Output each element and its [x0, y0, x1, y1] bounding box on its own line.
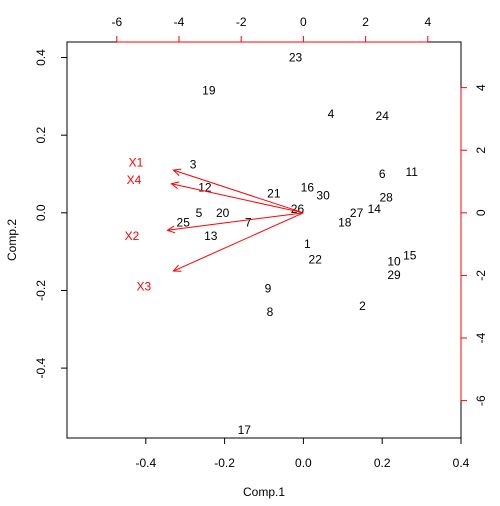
right-tick-label: 4 [474, 84, 488, 91]
observation-label: 30 [316, 188, 330, 202]
top-axis: -6 -4 -2 0 2 4 [111, 15, 431, 43]
observation-label: 23 [289, 51, 303, 65]
observation-label: 4 [328, 107, 335, 121]
bottom-axis: -0.4 -0.2 0.0 0.2 0.4 [135, 437, 470, 470]
right-tick-label: 2 [474, 147, 488, 154]
observation-label: 19 [202, 84, 216, 98]
observation-label: 18 [338, 216, 352, 230]
y-tick-label: -0.2 [34, 280, 48, 301]
observation-label: 9 [265, 282, 272, 296]
observation-label: 7 [245, 216, 252, 230]
observation-label: 20 [216, 206, 230, 220]
observation-label: 8 [267, 305, 274, 319]
observation-label: 16 [301, 181, 315, 195]
observation-label: 10 [387, 254, 401, 268]
loading-arrows: X1 X4 X2 X3 [125, 155, 304, 294]
top-tick-label: 4 [424, 15, 431, 29]
observation-label: 29 [387, 268, 401, 282]
x-tick-label: -0.4 [135, 456, 156, 470]
x-tick-label: 0.4 [453, 456, 470, 470]
top-tick-label: -6 [111, 15, 122, 29]
observation-label: 12 [198, 181, 212, 195]
observation-label: 14 [368, 202, 382, 216]
right-tick-label: -4 [474, 332, 488, 343]
observation-label: 27 [350, 206, 364, 220]
observation-label: 17 [238, 423, 252, 437]
top-tick-label: 2 [362, 15, 369, 29]
observation-label: 1 [304, 237, 311, 251]
x-tick-label: -0.2 [214, 456, 235, 470]
loading-arrowhead [172, 264, 182, 272]
x-tick-label: 0.2 [374, 456, 391, 470]
y-tick-label: 0.0 [34, 204, 48, 221]
loading-arrow-x2 [167, 212, 304, 231]
loading-label: X1 [129, 155, 144, 169]
loading-arrow-x4 [171, 183, 304, 214]
right-tick-label: -6 [474, 395, 488, 406]
right-axis: -6 -4 -2 0 2 4 [460, 84, 488, 406]
observation-label: 13 [204, 229, 218, 243]
y-tick-label: 0.4 [34, 49, 48, 66]
y-tick-label: 0.2 [34, 127, 48, 144]
observation-label: 15 [403, 249, 417, 263]
loading-label: X2 [125, 229, 140, 243]
observation-label: 11 [406, 165, 419, 179]
loading-arrowhead [166, 225, 176, 234]
observation-label: 25 [177, 216, 191, 230]
observation-label: 3 [190, 157, 197, 171]
loading-arrowhead [170, 181, 180, 190]
left-axis: -0.4 -0.2 0.0 0.2 0.4 [34, 49, 68, 378]
observation-labels: 1234567891011121314151617181920212223242… [177, 51, 419, 438]
loading-label: X4 [127, 173, 142, 187]
top-tick-label: 0 [300, 15, 307, 29]
observation-label: 6 [379, 167, 386, 181]
top-tick-label: -4 [174, 15, 185, 29]
y-axis-title: Comp.2 [5, 219, 19, 261]
observation-label: 2 [359, 299, 366, 313]
loading-arrow-x3 [173, 212, 304, 272]
right-tick-label: -2 [474, 270, 488, 281]
observation-label: 24 [376, 109, 390, 123]
top-tick-label: -2 [236, 15, 247, 29]
right-tick-label: 0 [474, 209, 488, 216]
loading-label: X3 [136, 280, 151, 294]
x-tick-label: 0.0 [295, 456, 312, 470]
x-axis-title: Comp.1 [243, 485, 285, 499]
observation-label: 22 [309, 252, 323, 266]
loading-arrow-x1 [173, 169, 304, 214]
observation-label: 5 [196, 206, 203, 220]
y-tick-label: -0.4 [34, 357, 48, 378]
loading-arrowhead [172, 168, 182, 177]
observation-label: 28 [379, 190, 393, 204]
observation-label: 21 [267, 186, 281, 200]
